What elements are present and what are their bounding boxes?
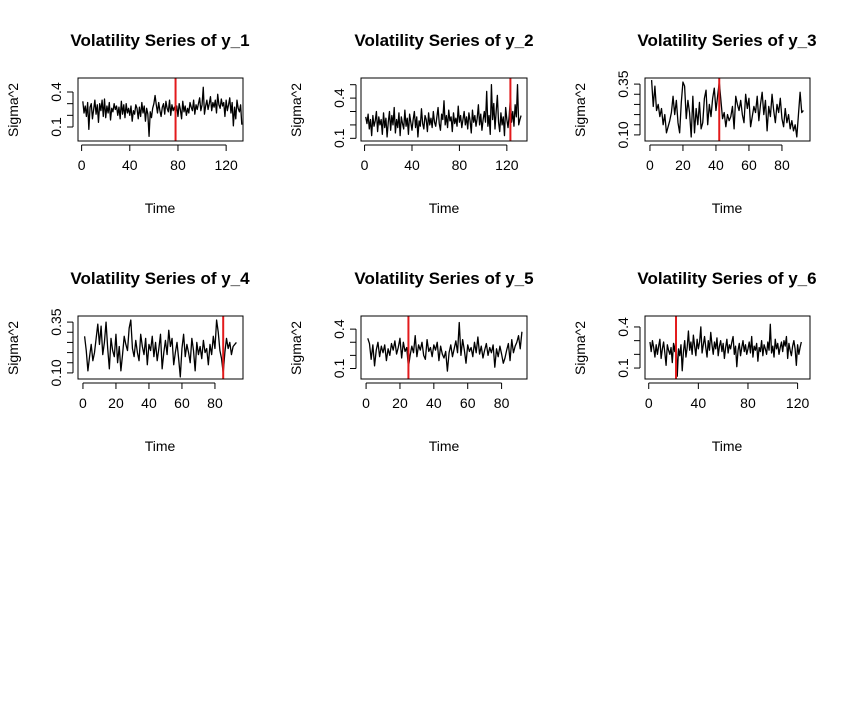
y-axis-label: Sigma^2 [288,321,304,375]
panel-y-4: Volatility Series of y_4 Sigma^2 Time 0 2… [5,269,250,454]
panel-y-1: Volatility Series of y_1 Sigma^2 Time 0 4… [5,31,250,216]
volatility-series-line [367,321,523,372]
x-tick-label: 120 [786,395,810,411]
plot-frame [77,315,244,380]
x-tick-label: 0 [646,157,654,173]
x-axis-label: Time [712,200,743,216]
plot-frame [360,77,528,142]
x-tick-label: 0 [78,157,86,173]
panel-y-6: Volatility Series of y_6 Sigma^2 Time 0 4… [572,269,817,454]
volatility-series-line [650,79,804,138]
x-tick-label: 80 [740,395,756,411]
x-tick-label: 80 [494,395,510,411]
y-tick-label: 0.1 [615,358,631,378]
x-tick-label: 80 [207,395,223,411]
x-tick-label: 40 [122,157,138,173]
y-tick-label: 0.4 [615,317,631,337]
y-tick-label: 0.4 [331,319,347,339]
x-axis-label: Time [145,200,176,216]
x-tick-label: 60 [174,395,190,411]
y-axis-label: Sigma^2 [572,321,588,375]
y-tick-label: 0.4 [48,82,64,102]
x-tick-label: 60 [741,157,757,173]
y-tick-label: 0.10 [48,359,64,386]
x-tick-label: 20 [675,157,691,173]
x-tick-label: 0 [645,395,653,411]
x-tick-label: 20 [392,395,408,411]
volatility-series-line [365,84,522,138]
y-axis-label: Sigma^2 [5,321,21,375]
x-tick-label: 0 [362,395,370,411]
plot-frame [644,315,811,380]
x-tick-label: 40 [708,157,724,173]
x-tick-label: 40 [691,395,707,411]
x-axis-label: Time [145,438,176,454]
chart-title: Volatility Series of y_2 [354,31,533,50]
chart-title: Volatility Series of y_5 [354,269,533,288]
x-tick-label: 80 [170,157,186,173]
y-tick-label: 0.35 [48,308,64,335]
x-tick-label: 80 [774,157,790,173]
panel-y-5: Volatility Series of y_5 Sigma^2 Time 0 2… [288,269,534,454]
panel-y-2: Volatility Series of y_2 Sigma^2 Time 0 4… [288,31,534,216]
x-tick-label: 0 [79,395,87,411]
y-tick-label: 0.10 [615,121,631,148]
x-tick-label: 80 [452,157,468,173]
x-tick-label: 40 [141,395,157,411]
volatility-series-line [82,86,243,137]
plot-frame [77,77,244,142]
x-tick-label: 40 [404,157,420,173]
x-tick-label: 60 [460,395,476,411]
y-tick-label: 0.4 [331,88,347,108]
x-axis-label: Time [712,438,743,454]
y-tick-label: 0.35 [615,70,631,97]
chart-title: Volatility Series of y_6 [637,269,816,288]
x-tick-label: 0 [361,157,369,173]
y-axis-label: Sigma^2 [572,83,588,137]
x-tick-label: 40 [426,395,442,411]
x-tick-label: 120 [214,157,238,173]
x-tick-label: 120 [495,157,519,173]
chart-title: Volatility Series of y_3 [637,31,816,50]
x-axis-label: Time [429,200,460,216]
plot-frame [644,77,811,142]
volatility-series-line [83,319,237,378]
y-axis-label: Sigma^2 [288,83,304,137]
x-tick-label: 20 [108,395,124,411]
x-axis-label: Time [429,438,460,454]
y-tick-label: 0.1 [331,128,347,148]
chart-title: Volatility Series of y_4 [70,269,250,288]
plot-frame [360,315,528,380]
y-axis-label: Sigma^2 [5,83,21,137]
chart-title: Volatility Series of y_1 [70,31,249,50]
panel-y-3: Volatility Series of y_3 Sigma^2 Time 0 2… [572,31,817,216]
y-tick-label: 0.1 [48,117,64,137]
y-tick-label: 0.1 [331,359,347,379]
